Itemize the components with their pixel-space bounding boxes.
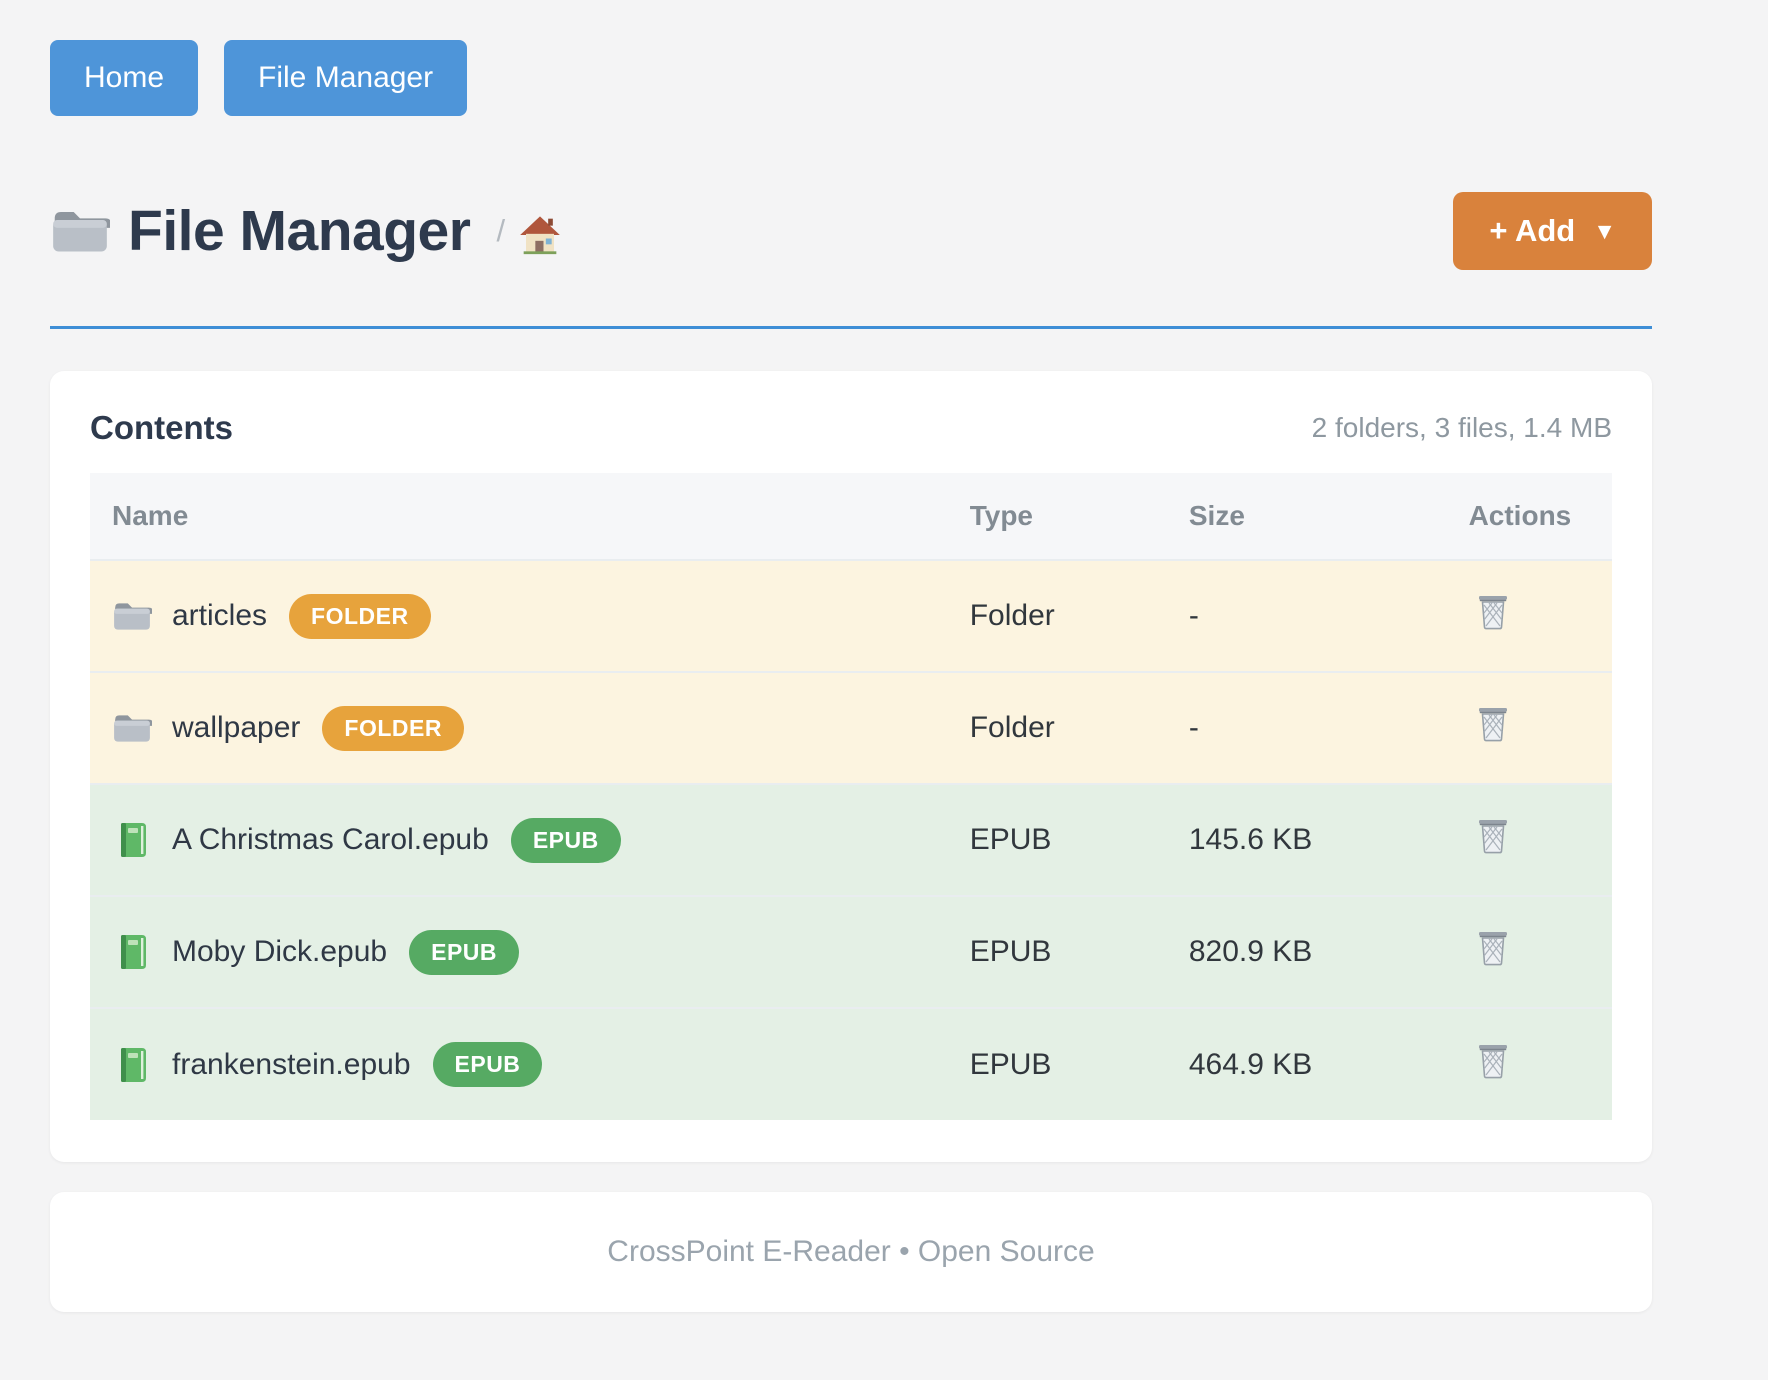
column-header-actions: Actions	[1444, 473, 1612, 560]
file-name: Moby Dick.epub	[172, 935, 388, 968]
trash-icon	[1478, 820, 1507, 854]
contents-card-header: Contents 2 folders, 3 files, 1.4 MB	[90, 409, 1612, 447]
delete-button[interactable]	[1475, 705, 1511, 743]
trash-icon	[1478, 932, 1507, 966]
header-divider	[50, 326, 1652, 329]
trash-icon	[1478, 1044, 1507, 1078]
table-row[interactable]: articles FOLDER Folder -	[90, 560, 1612, 672]
size-cell: 464.9 KB	[1188, 1047, 1313, 1081]
folder-icon	[114, 603, 152, 630]
contents-summary: 2 folders, 3 files, 1.4 MB	[1311, 412, 1612, 443]
table-row[interactable]: frankenstein.epub EPUB EPUB 464.9 KB	[90, 1008, 1612, 1120]
table-row[interactable]: A Christmas Carol.epub EPUB EPUB 145.6 K…	[90, 784, 1612, 896]
file-name-group: wallpaper FOLDER	[90, 705, 970, 751]
file-name-group: Moby Dick.epub EPUB	[90, 929, 970, 975]
size-cell: 820.9 KB	[1188, 935, 1313, 968]
table-row[interactable]: wallpaper FOLDER Folder -	[90, 672, 1612, 784]
column-header-size: Size	[1188, 473, 1445, 560]
type-cell: Folder	[969, 599, 1055, 632]
breadcrumb-separator: /	[496, 213, 506, 248]
breadcrumb-nav: Home File Manager	[50, 0, 1652, 116]
delete-button[interactable]	[1475, 817, 1511, 855]
type-badge: EPUB	[409, 929, 520, 975]
footer-card: CrossPoint E-Reader • Open Source	[50, 1192, 1652, 1312]
house-icon[interactable]	[519, 215, 561, 255]
delete-button[interactable]	[1475, 929, 1511, 967]
file-name: A Christmas Carol.epub	[172, 823, 489, 856]
type-cell: EPUB	[969, 935, 1052, 968]
type-badge: FOLDER	[289, 593, 431, 639]
green-book-icon	[121, 1047, 146, 1082]
delete-button[interactable]	[1475, 593, 1511, 631]
size-cell: 145.6 KB	[1188, 823, 1313, 856]
green-book-icon	[121, 935, 146, 969]
contents-card: Contents 2 folders, 3 files, 1.4 MB Name…	[50, 371, 1652, 1162]
delete-button[interactable]	[1475, 1042, 1511, 1080]
nav-home-button[interactable]: Home	[50, 40, 199, 116]
table-row[interactable]: Moby Dick.epub EPUB EPUB 820.9 KB	[90, 896, 1612, 1008]
add-button-label: + Add	[1489, 213, 1576, 248]
file-name: articles	[172, 599, 268, 632]
page-title: File Manager	[128, 199, 471, 263]
add-button[interactable]: + Add ▼	[1453, 192, 1652, 270]
size-cell: -	[1188, 599, 1199, 632]
chevron-down-icon: ▼	[1593, 217, 1616, 244]
file-name-group: A Christmas Carol.epub EPUB	[90, 817, 970, 863]
column-header-name: Name	[90, 473, 970, 560]
trash-icon	[1478, 708, 1507, 742]
table-header-row: Name Type Size Actions	[90, 473, 1612, 560]
size-cell: -	[1188, 711, 1199, 744]
type-cell: EPUB	[969, 823, 1052, 856]
trash-icon	[1478, 596, 1507, 630]
footer-text: CrossPoint E-Reader • Open Source	[607, 1235, 1095, 1268]
green-book-icon	[121, 823, 146, 857]
page-header: File Manager / + Add ▼	[50, 192, 1652, 270]
type-badge: EPUB	[510, 817, 621, 863]
type-cell: EPUB	[969, 1047, 1052, 1081]
file-name-group: frankenstein.epub EPUB	[90, 1042, 970, 1087]
title-group: File Manager /	[50, 198, 561, 264]
column-header-type: Type	[969, 473, 1189, 560]
file-table: Name Type Size Actions	[90, 473, 1612, 1120]
contents-title: Contents	[90, 409, 233, 446]
type-cell: Folder	[969, 711, 1055, 744]
type-badge: FOLDER	[322, 705, 464, 751]
nav-file-manager-button[interactable]: File Manager	[224, 40, 468, 116]
file-name: wallpaper	[172, 711, 301, 744]
type-badge: EPUB	[432, 1042, 543, 1087]
file-name-group: articles FOLDER	[90, 593, 970, 639]
page: Home File Manager File Manager /	[50, 0, 1652, 1312]
folder-icon	[114, 715, 152, 742]
folder-icon	[50, 205, 110, 257]
file-name: frankenstein.epub	[172, 1047, 411, 1081]
